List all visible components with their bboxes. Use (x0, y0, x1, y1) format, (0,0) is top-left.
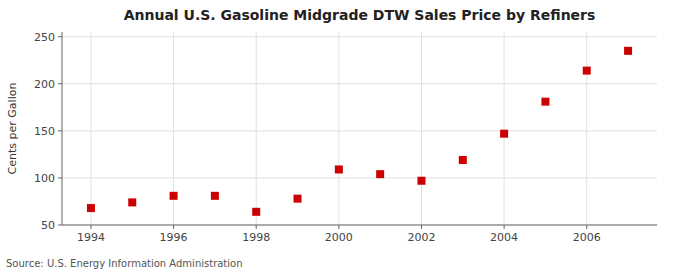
tick (504, 225, 505, 229)
tick-label: 100 (34, 172, 55, 185)
point (211, 192, 219, 200)
grid-line (62, 130, 657, 131)
x-axis-line (62, 225, 657, 226)
point (583, 67, 591, 75)
tick (58, 83, 62, 84)
grid (62, 32, 657, 225)
point (459, 156, 467, 164)
tick (421, 225, 422, 229)
tick-label: 250 (34, 31, 55, 44)
tick (173, 225, 174, 229)
tick (338, 225, 339, 229)
grid-line (256, 32, 257, 225)
tick (90, 225, 91, 229)
tick-label: 1996 (160, 231, 188, 244)
tick-label: 200 (34, 78, 55, 91)
tick (58, 225, 62, 226)
tick (58, 36, 62, 37)
axis-label: Cents per Gallon (6, 83, 19, 175)
grid-line (421, 32, 422, 225)
title: Annual U.S. Gasoline Midgrade DTW Sales … (124, 7, 596, 23)
points (87, 47, 632, 216)
point (500, 130, 508, 138)
y-axis-line (62, 32, 63, 225)
point (170, 192, 178, 200)
tick (256, 225, 257, 229)
point (541, 98, 549, 106)
grid-line (504, 32, 505, 225)
point (624, 47, 632, 55)
grid-line (62, 177, 657, 178)
tick-label: 2006 (573, 231, 601, 244)
grid-line (338, 32, 339, 225)
tick-label: 1998 (242, 231, 270, 244)
grid-line (586, 32, 587, 225)
point (335, 165, 343, 173)
tick-label: 2004 (490, 231, 518, 244)
grid-line (90, 32, 91, 225)
tick-label: 2000 (325, 231, 353, 244)
point (294, 195, 302, 203)
source: Source: U.S. Energy Information Administ… (6, 258, 243, 269)
point (87, 204, 95, 212)
point (252, 208, 260, 216)
y-axis: 50 100 150 200 250 (34, 31, 62, 232)
tick-label: 1994 (77, 231, 105, 244)
x-axis: 1994 1996 1998 2000 2002 2004 2006 (77, 225, 601, 244)
tick-label: 2002 (407, 231, 435, 244)
grid-line (62, 225, 657, 226)
point (417, 177, 425, 185)
tick (58, 130, 62, 131)
point (376, 170, 384, 178)
grid-line (62, 36, 657, 37)
chart: Annual U.S. Gasoline Midgrade DTW Sales … (0, 0, 675, 275)
tick (586, 225, 587, 229)
grid-line (62, 83, 657, 84)
tick (58, 177, 62, 178)
tick-label: 150 (34, 125, 55, 138)
tick-label: 50 (41, 219, 55, 232)
point (128, 198, 136, 206)
